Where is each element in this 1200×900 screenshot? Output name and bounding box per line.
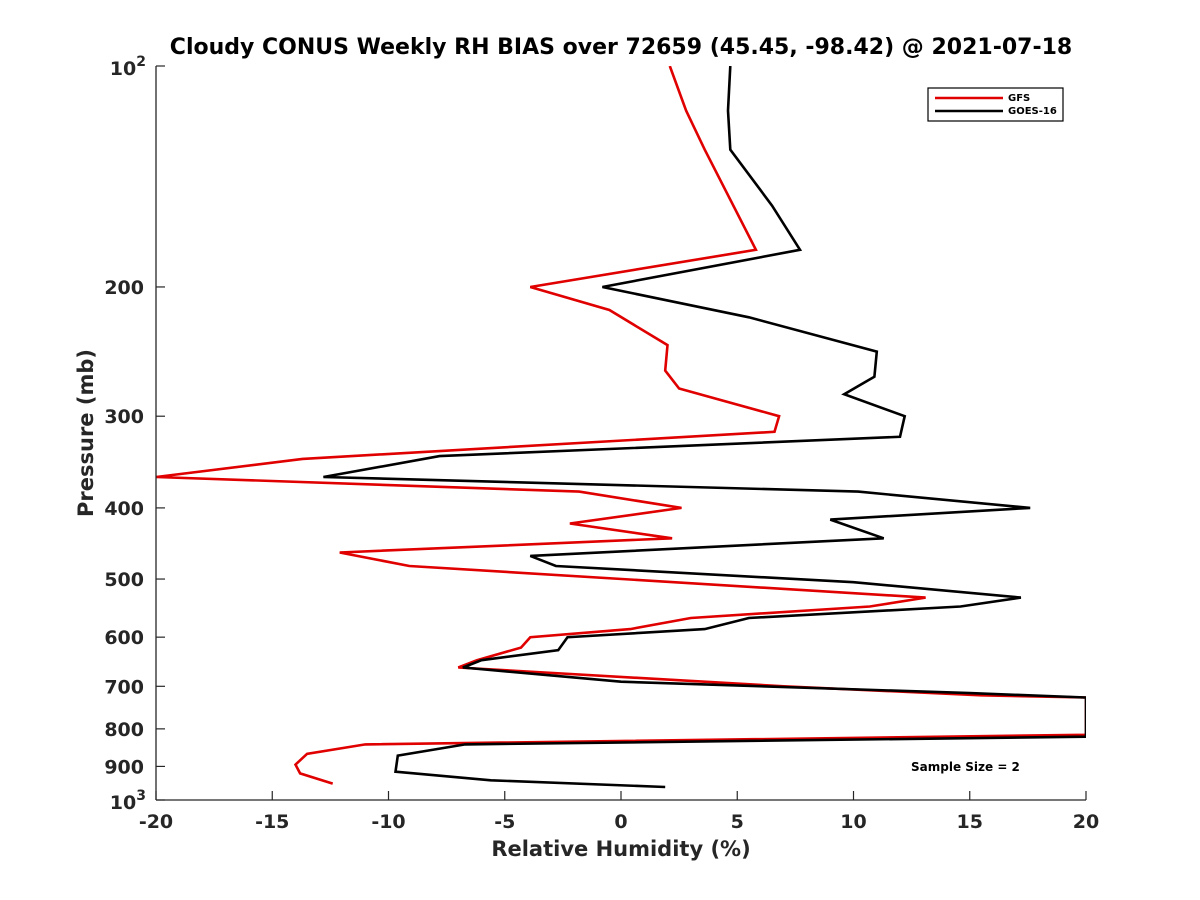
x-tick-label: 10 bbox=[840, 811, 866, 833]
series-line-goes16 bbox=[323, 66, 1086, 789]
x-tick-label: -15 bbox=[255, 811, 289, 833]
x-axis-label: Relative Humidity (%) bbox=[491, 837, 750, 861]
y-tick-label: 600 bbox=[104, 627, 144, 649]
y-tick-label: 103 bbox=[110, 788, 146, 814]
legend-box bbox=[927, 87, 1064, 122]
y-tick-label: 700 bbox=[104, 676, 144, 698]
y-tick-label: 400 bbox=[104, 498, 144, 520]
y-tick-label: 800 bbox=[104, 719, 144, 741]
x-tick-label: -10 bbox=[371, 811, 405, 833]
x-tick-label: 20 bbox=[1073, 811, 1099, 833]
x-tick-label: -5 bbox=[494, 811, 515, 833]
ticks-layer: -20 -15 -10 -5 0 5 10 15 20 102 200 300 400 500 600 700… bbox=[104, 54, 1099, 833]
y-tick-label: 300 bbox=[104, 406, 144, 428]
x-tick-label: 5 bbox=[731, 811, 744, 833]
series-layer bbox=[156, 66, 1086, 789]
y-tick-label: 200 bbox=[104, 277, 144, 299]
x-tick-label: 15 bbox=[957, 811, 983, 833]
x-tick-label: -20 bbox=[139, 811, 173, 833]
x-tick-label: 0 bbox=[614, 811, 627, 833]
series-line-gfs bbox=[156, 66, 1086, 785]
plot-background bbox=[156, 66, 1086, 800]
y-axis-label: Pressure (mb) bbox=[74, 349, 98, 517]
legend: GFS GOES-16 bbox=[927, 87, 1064, 122]
legend-label-goes16: GOES-16 bbox=[1008, 106, 1057, 117]
sample-size-annotation: Sample Size = 2 bbox=[911, 760, 1020, 774]
plot-area: -20 -15 -10 -5 0 5 10 15 20 102 200 300 400 500 600 700… bbox=[104, 54, 1099, 833]
y-tick-label: 900 bbox=[104, 756, 144, 778]
y-tick-label: 500 bbox=[104, 569, 144, 591]
y-tick-label: 102 bbox=[110, 54, 146, 80]
chart-title: Cloudy CONUS Weekly RH BIAS over 72659 (… bbox=[170, 35, 1072, 60]
legend-label-gfs: GFS bbox=[1008, 93, 1030, 104]
